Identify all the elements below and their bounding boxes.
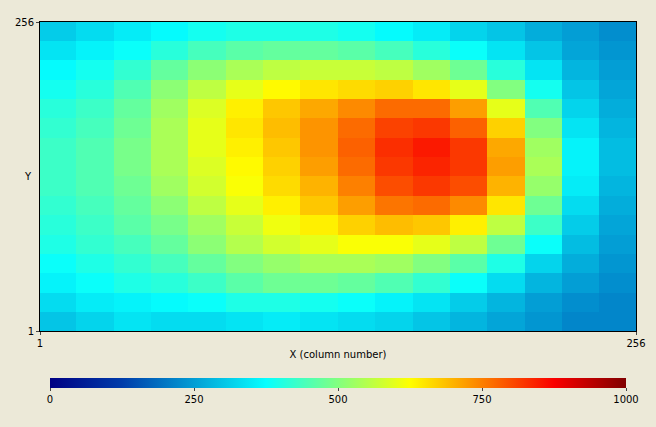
svg-text:750: 750 [472,394,491,405]
svg-text:1: 1 [37,338,43,349]
svg-text:256: 256 [15,17,34,28]
svg-text:X (column number): X (column number) [290,349,387,360]
svg-text:Y: Y [24,171,32,182]
svg-text:1000: 1000 [613,394,638,405]
svg-text:256: 256 [626,338,645,349]
svg-text:1: 1 [28,326,34,337]
svg-text:0: 0 [47,394,53,405]
svg-text:250: 250 [184,394,203,405]
svg-text:500: 500 [328,394,347,405]
